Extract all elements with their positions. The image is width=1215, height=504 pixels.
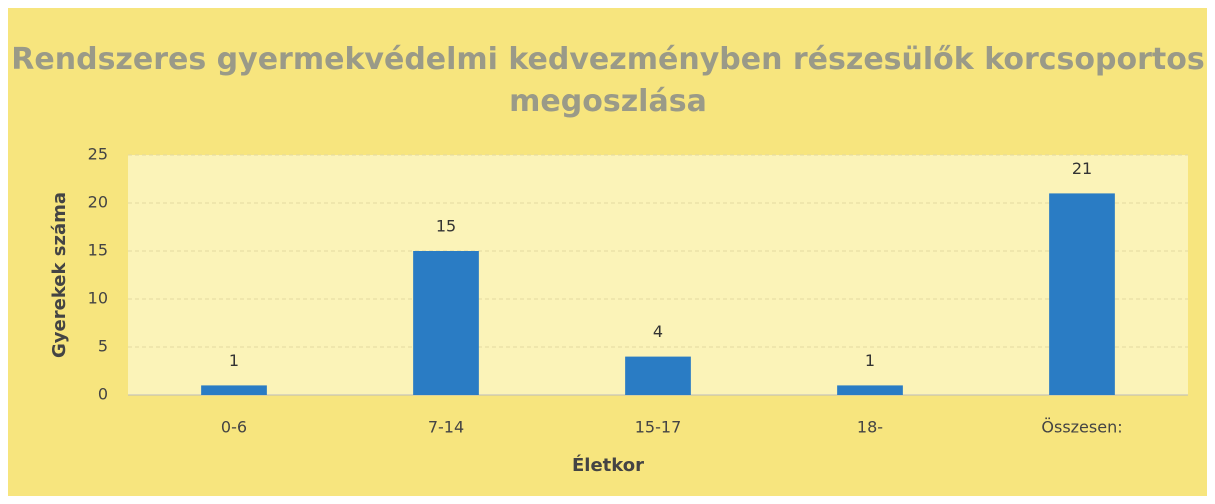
x-axis-label: Életkor (572, 454, 644, 476)
plot-area (128, 155, 1188, 395)
value-label: 1 (229, 351, 239, 370)
bar (625, 356, 691, 395)
y-axis-label: Gyerekek száma (49, 192, 70, 358)
x-tick-label: 15-17 (635, 418, 682, 437)
bar (201, 385, 267, 395)
chart-title: Rendszeres gyermekvédelmi kedvezményben … (11, 42, 1204, 119)
y-tick-label: 20 (88, 193, 108, 212)
bar (837, 385, 903, 395)
x-tick-label: 18- (857, 418, 883, 437)
y-tick-label: 5 (98, 337, 108, 356)
y-tick-label: 25 (88, 145, 108, 164)
value-label: 15 (436, 217, 456, 236)
y-tick-label: 10 (88, 289, 108, 308)
bar (1049, 193, 1115, 395)
y-tick-label: 15 (88, 241, 108, 260)
value-label: 1 (865, 351, 875, 370)
x-tick-label: 7-14 (428, 418, 464, 437)
x-tick-label: 0-6 (221, 418, 247, 437)
x-tick-label: Összesen: (1041, 418, 1122, 437)
bar (413, 251, 479, 395)
y-tick-label: 0 (98, 385, 108, 404)
value-label: 21 (1072, 159, 1092, 178)
value-label: 4 (653, 322, 663, 341)
